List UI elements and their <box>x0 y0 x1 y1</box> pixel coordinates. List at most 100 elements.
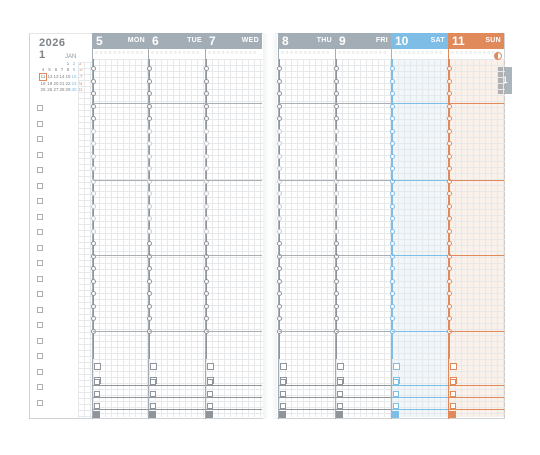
habit-box[interactable] <box>337 363 344 370</box>
day-column-tue[interactable]: 6 TUE ○○○○○○○○○○○ <box>147 33 206 419</box>
todo-checkbox[interactable] <box>37 213 43 220</box>
note-checkbox[interactable] <box>207 379 213 385</box>
hour-dot <box>277 178 282 184</box>
note-checkbox[interactable] <box>280 391 286 397</box>
note-line <box>392 397 448 398</box>
habit-box[interactable] <box>393 363 400 370</box>
calendar-day: 23 <box>71 80 77 86</box>
day-number: 7 <box>209 34 216 48</box>
note-checkbox[interactable] <box>207 403 213 409</box>
moon-phase-icon-row: ○○○○○○○○○○○ <box>338 50 388 56</box>
todo-checkbox[interactable] <box>37 322 43 328</box>
day-column-wed[interactable]: 7 WED ○○○○○○○○○○○ <box>204 33 263 419</box>
todo-checkbox[interactable] <box>37 384 43 390</box>
todo-checkbox[interactable] <box>37 275 43 282</box>
habit-box[interactable] <box>94 363 101 370</box>
todo-checkbox[interactable] <box>37 368 43 375</box>
todo-checkbox[interactable] <box>37 167 43 173</box>
hour-dot <box>147 191 152 196</box>
note-checkbox[interactable] <box>337 379 343 385</box>
hour-dot <box>390 91 395 96</box>
todo-checkbox[interactable] <box>37 306 43 313</box>
hour-dot <box>334 66 339 71</box>
section-divider <box>93 180 148 181</box>
note-checkbox[interactable] <box>280 379 286 385</box>
hour-dot <box>147 141 152 146</box>
todo-checkbox[interactable] <box>37 182 43 189</box>
note-checkbox[interactable] <box>450 391 456 397</box>
habit-box[interactable] <box>150 363 157 370</box>
day-column-mon[interactable]: 5 MON ○○○○○○○○○○○ <box>91 33 149 419</box>
note-checkbox[interactable] <box>450 403 456 409</box>
note-checkbox[interactable] <box>150 391 156 397</box>
todo-checkbox[interactable] <box>37 136 43 142</box>
hour-dot <box>147 116 152 121</box>
hour-dot <box>334 241 339 246</box>
timeline-axis <box>206 59 207 359</box>
note-checkbox[interactable] <box>337 403 343 409</box>
todo-checkbox[interactable] <box>37 337 43 344</box>
todo-checkbox[interactable] <box>37 120 43 127</box>
todo-checkbox[interactable] <box>37 198 43 204</box>
hour-dot <box>390 191 395 196</box>
note-checkbox[interactable] <box>393 391 399 397</box>
note-checkbox[interactable] <box>280 403 286 409</box>
mini-calendar: 1234567891011121314151617181920212223242… <box>39 61 83 93</box>
calendar-day: 8 <box>66 67 70 73</box>
note-line <box>93 409 148 410</box>
hour-dot <box>204 166 209 171</box>
day-grid <box>279 59 336 417</box>
hour-dot <box>334 153 339 159</box>
note-checkbox[interactable] <box>393 403 399 409</box>
section-divider <box>206 331 262 332</box>
day-number: 6 <box>152 34 159 48</box>
habit-box[interactable] <box>280 363 287 370</box>
note-checkbox[interactable] <box>150 403 156 409</box>
todo-checkbox[interactable] <box>37 151 43 158</box>
section-divider <box>149 331 205 332</box>
todo-checkbox[interactable] <box>37 399 43 406</box>
todo-checkbox[interactable] <box>37 244 43 251</box>
hour-dot <box>334 266 339 271</box>
todo-checkbox[interactable] <box>37 229 43 235</box>
todo-checkbox[interactable] <box>37 260 43 266</box>
day-column-sat[interactable]: 10 SAT ○○○○○○○○○○○ <box>390 33 449 419</box>
note-line <box>392 409 448 410</box>
todo-checkbox[interactable] <box>37 105 43 111</box>
hour-dot <box>447 166 452 171</box>
day-column-thu[interactable]: 8 THU ○○○○○○○○○○○ <box>277 33 336 419</box>
hour-dot <box>447 253 452 259</box>
todo-checkbox[interactable] <box>37 353 43 359</box>
hour-dot <box>147 303 152 309</box>
hour-dot <box>277 216 282 221</box>
day-header: 11 SUN <box>449 33 504 49</box>
timeline-axis <box>93 59 94 359</box>
hour-dot <box>277 228 282 234</box>
habit-box[interactable] <box>207 363 214 370</box>
hour-dot <box>447 66 452 71</box>
note-line <box>279 385 335 386</box>
note-checkbox[interactable] <box>337 391 343 397</box>
note-checkbox[interactable] <box>393 379 399 385</box>
note-checkbox[interactable] <box>94 391 100 397</box>
note-checkbox[interactable] <box>94 379 100 385</box>
hour-dot <box>204 216 209 221</box>
day-column-sun[interactable]: 11 SUN ○○○○○○○○○○○ <box>447 33 505 419</box>
hour-dot <box>447 103 452 109</box>
note-checkbox[interactable] <box>450 379 456 385</box>
calendar-day: 15 <box>65 74 71 79</box>
day-column-fri[interactable]: 9 FRI ○○○○○○○○○○○ <box>334 33 392 419</box>
hour-dot <box>91 278 96 284</box>
note-checkbox[interactable] <box>150 379 156 385</box>
timeline-axis <box>392 59 393 359</box>
hour-dot <box>204 66 209 71</box>
note-checkbox[interactable] <box>94 403 100 409</box>
day-grid <box>392 59 449 417</box>
calendar-day: 30 <box>71 87 77 92</box>
note-checkbox[interactable] <box>207 391 213 397</box>
hour-dot <box>390 103 395 109</box>
hour-dot <box>334 78 339 84</box>
habit-box[interactable] <box>450 363 457 370</box>
todo-checkbox[interactable] <box>37 291 43 297</box>
section-divider <box>149 180 205 181</box>
